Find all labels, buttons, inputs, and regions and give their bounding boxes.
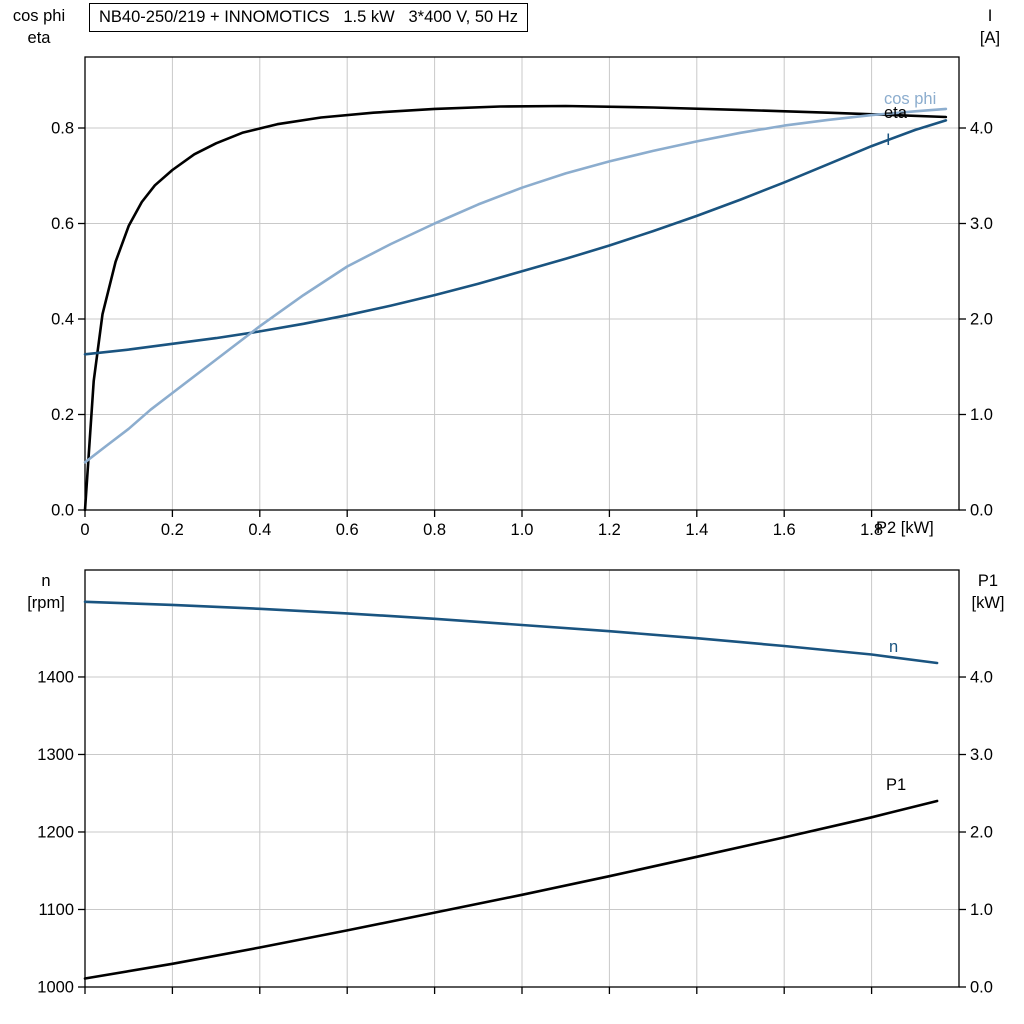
axis-label-cos-phi: cos phi xyxy=(12,7,66,25)
right-axis-tick-label: 0.0 xyxy=(970,979,993,997)
series-cos-phi-curve xyxy=(83,107,948,464)
bottom-right-axis-label: P1 [kW] xyxy=(958,570,1018,614)
series-speed-label: n xyxy=(889,638,898,656)
x-axis-tick-label: 1.4 xyxy=(685,521,708,539)
series-current-curve xyxy=(83,119,948,356)
axis-label-eta: eta xyxy=(27,29,51,47)
axis-label-speed: n xyxy=(41,572,51,590)
series-p1-curve xyxy=(83,799,939,980)
right-axis-tick-label: 1.0 xyxy=(970,901,993,919)
chart-title-box: NB40-250/219 + INNOMOTICS 1.5 kW 3*400 V… xyxy=(89,3,528,32)
x-axis-tick-label: 0.6 xyxy=(336,521,359,539)
left-axis-tick-label: 1300 xyxy=(37,746,74,764)
plot-frame xyxy=(84,569,960,988)
left-axis-tick-label: 0.4 xyxy=(51,311,74,329)
axis-label-current-unit: [A] xyxy=(979,29,1001,47)
right-axis-tick-label: 4.0 xyxy=(970,669,993,687)
x-axis-tick-label: 0.2 xyxy=(161,521,184,539)
series-current-label: I xyxy=(886,131,891,149)
x-axis-tick-label: 0.8 xyxy=(423,521,446,539)
axis-label-current: I xyxy=(987,7,993,25)
bottom-left-axis-label: n [rpm] xyxy=(12,570,80,614)
series-p1-label: P1 xyxy=(886,776,906,794)
plot-frame xyxy=(84,56,960,511)
right-axis-tick-label: 0.0 xyxy=(970,502,993,520)
x-axis-tick-label: 1.8 xyxy=(860,521,883,539)
axis-label-speed-unit: [rpm] xyxy=(27,594,65,612)
chart-title: NB40-250/219 + INNOMOTICS 1.5 kW 3*400 V… xyxy=(99,8,518,26)
right-axis-tick-label: 2.0 xyxy=(970,311,993,329)
series-cos-phi-label: cos phi xyxy=(884,90,936,108)
axis-label-p1-unit: [kW] xyxy=(971,594,1005,612)
top-left-axis-label: cos phi eta xyxy=(4,5,74,49)
x-axis-tick-label: 0 xyxy=(80,521,89,539)
x-axis-label: P2 [kW] xyxy=(876,519,934,537)
left-axis-tick-label: 1000 xyxy=(37,979,74,997)
right-axis-tick-label: 2.0 xyxy=(970,824,993,842)
series-eta-curve xyxy=(83,104,948,512)
x-axis-tick-label: 0.4 xyxy=(248,521,271,539)
left-axis-tick-label: 1100 xyxy=(39,901,74,919)
left-axis-tick-label: 1400 xyxy=(37,668,74,686)
right-axis-tick-label: 4.0 xyxy=(970,120,993,138)
x-axis-tick-label: 1.2 xyxy=(598,521,621,539)
left-axis-tick-label: 0.0 xyxy=(51,502,74,520)
series-eta-label: eta xyxy=(884,104,908,122)
x-axis-tick-label: 1.6 xyxy=(773,521,796,539)
left-axis-tick-label: 1200 xyxy=(37,823,74,841)
right-axis-tick-label: 1.0 xyxy=(970,406,993,424)
axis-label-p1: P1 xyxy=(977,572,999,590)
left-axis-tick-label: 0.6 xyxy=(51,215,74,233)
series-speed-curve xyxy=(83,600,939,665)
right-axis-tick-label: 3.0 xyxy=(970,746,993,764)
right-axis-tick-label: 3.0 xyxy=(970,215,993,233)
left-axis-tick-label: 0.8 xyxy=(51,120,74,138)
left-axis-tick-label: 0.2 xyxy=(51,406,74,424)
top-right-axis-label: I [A] xyxy=(962,5,1018,49)
x-axis-tick-label: 1.0 xyxy=(511,521,534,539)
